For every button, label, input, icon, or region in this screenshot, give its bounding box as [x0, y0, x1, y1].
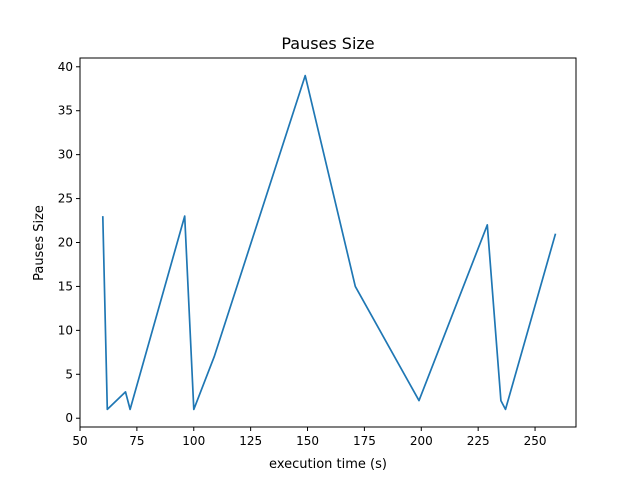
series-line: [101, 74, 557, 411]
x-tick-label: 100: [182, 434, 205, 448]
x-tick-label: 125: [239, 434, 262, 448]
y-tick-label: 30: [58, 148, 73, 162]
x-tick-label: 150: [296, 434, 319, 448]
x-tick-label: 50: [72, 434, 87, 448]
y-tick-label: 0: [65, 411, 73, 425]
y-tick-label: 15: [58, 279, 73, 293]
plot-area: [79, 57, 577, 428]
x-tick-label: 175: [353, 434, 376, 448]
y-tick-label: 20: [58, 236, 73, 250]
x-tick-label: 250: [524, 434, 547, 448]
y-tick-label: 5: [65, 367, 73, 381]
x-axis-label: execution time (s): [269, 457, 387, 472]
y-tick-label: 35: [58, 104, 73, 118]
x-tick-label: 75: [129, 434, 144, 448]
y-axis-label: Pauses Size: [32, 205, 47, 281]
y-tick-label: 10: [58, 323, 73, 337]
x-tick-label: 200: [410, 434, 433, 448]
x-tick-label: 225: [467, 434, 490, 448]
y-tick-label: 40: [58, 60, 73, 74]
axis-ticks: 50 75 100 125 150 175 200 225 250 0 5 10 15 20 25 30 35 4…: [58, 60, 547, 448]
chart-title: Pauses Size: [281, 34, 374, 53]
y-tick-label: 25: [58, 192, 73, 206]
